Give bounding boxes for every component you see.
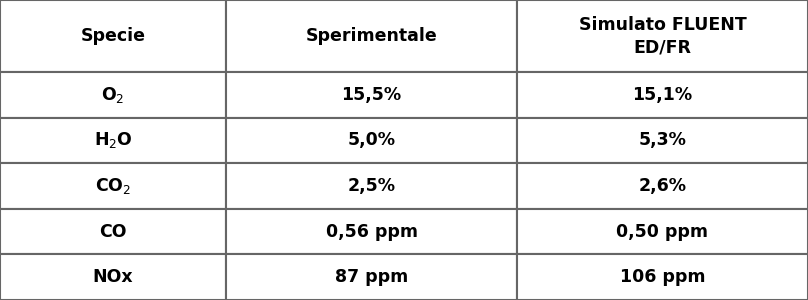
Text: 15,1%: 15,1% (633, 86, 692, 104)
Bar (517, 118, 808, 163)
Text: 0,50 ppm: 0,50 ppm (617, 223, 709, 241)
Text: NOx: NOx (93, 268, 133, 286)
Bar (0, 254, 226, 300)
Text: O$_2$: O$_2$ (101, 85, 124, 105)
Text: 87 ppm: 87 ppm (335, 268, 408, 286)
Bar (0, 118, 226, 163)
Text: Sperimentale: Sperimentale (305, 27, 437, 45)
Text: CO: CO (99, 223, 127, 241)
Text: 0,56 ppm: 0,56 ppm (326, 223, 418, 241)
Bar (0, 209, 226, 254)
Text: 15,5%: 15,5% (342, 86, 402, 104)
Bar (517, 163, 808, 209)
Bar (517, 254, 808, 300)
Text: 5,0%: 5,0% (347, 131, 395, 149)
Bar (226, 0, 517, 72)
Bar (226, 118, 517, 163)
Text: Simulato FLUENT
ED/FR: Simulato FLUENT ED/FR (579, 16, 747, 56)
Bar (0, 163, 226, 209)
Bar (0, 72, 226, 118)
Bar (517, 209, 808, 254)
Text: H$_2$O: H$_2$O (94, 130, 133, 150)
Bar (0, 0, 226, 72)
Bar (517, 72, 808, 118)
Text: Specie: Specie (81, 27, 145, 45)
Text: 106 ppm: 106 ppm (620, 268, 705, 286)
Bar (226, 163, 517, 209)
Text: 2,5%: 2,5% (347, 177, 395, 195)
Text: CO$_2$: CO$_2$ (95, 176, 131, 196)
Text: 5,3%: 5,3% (638, 131, 687, 149)
Bar (226, 209, 517, 254)
Bar (517, 0, 808, 72)
Bar (226, 254, 517, 300)
Text: 2,6%: 2,6% (638, 177, 687, 195)
Bar (226, 72, 517, 118)
